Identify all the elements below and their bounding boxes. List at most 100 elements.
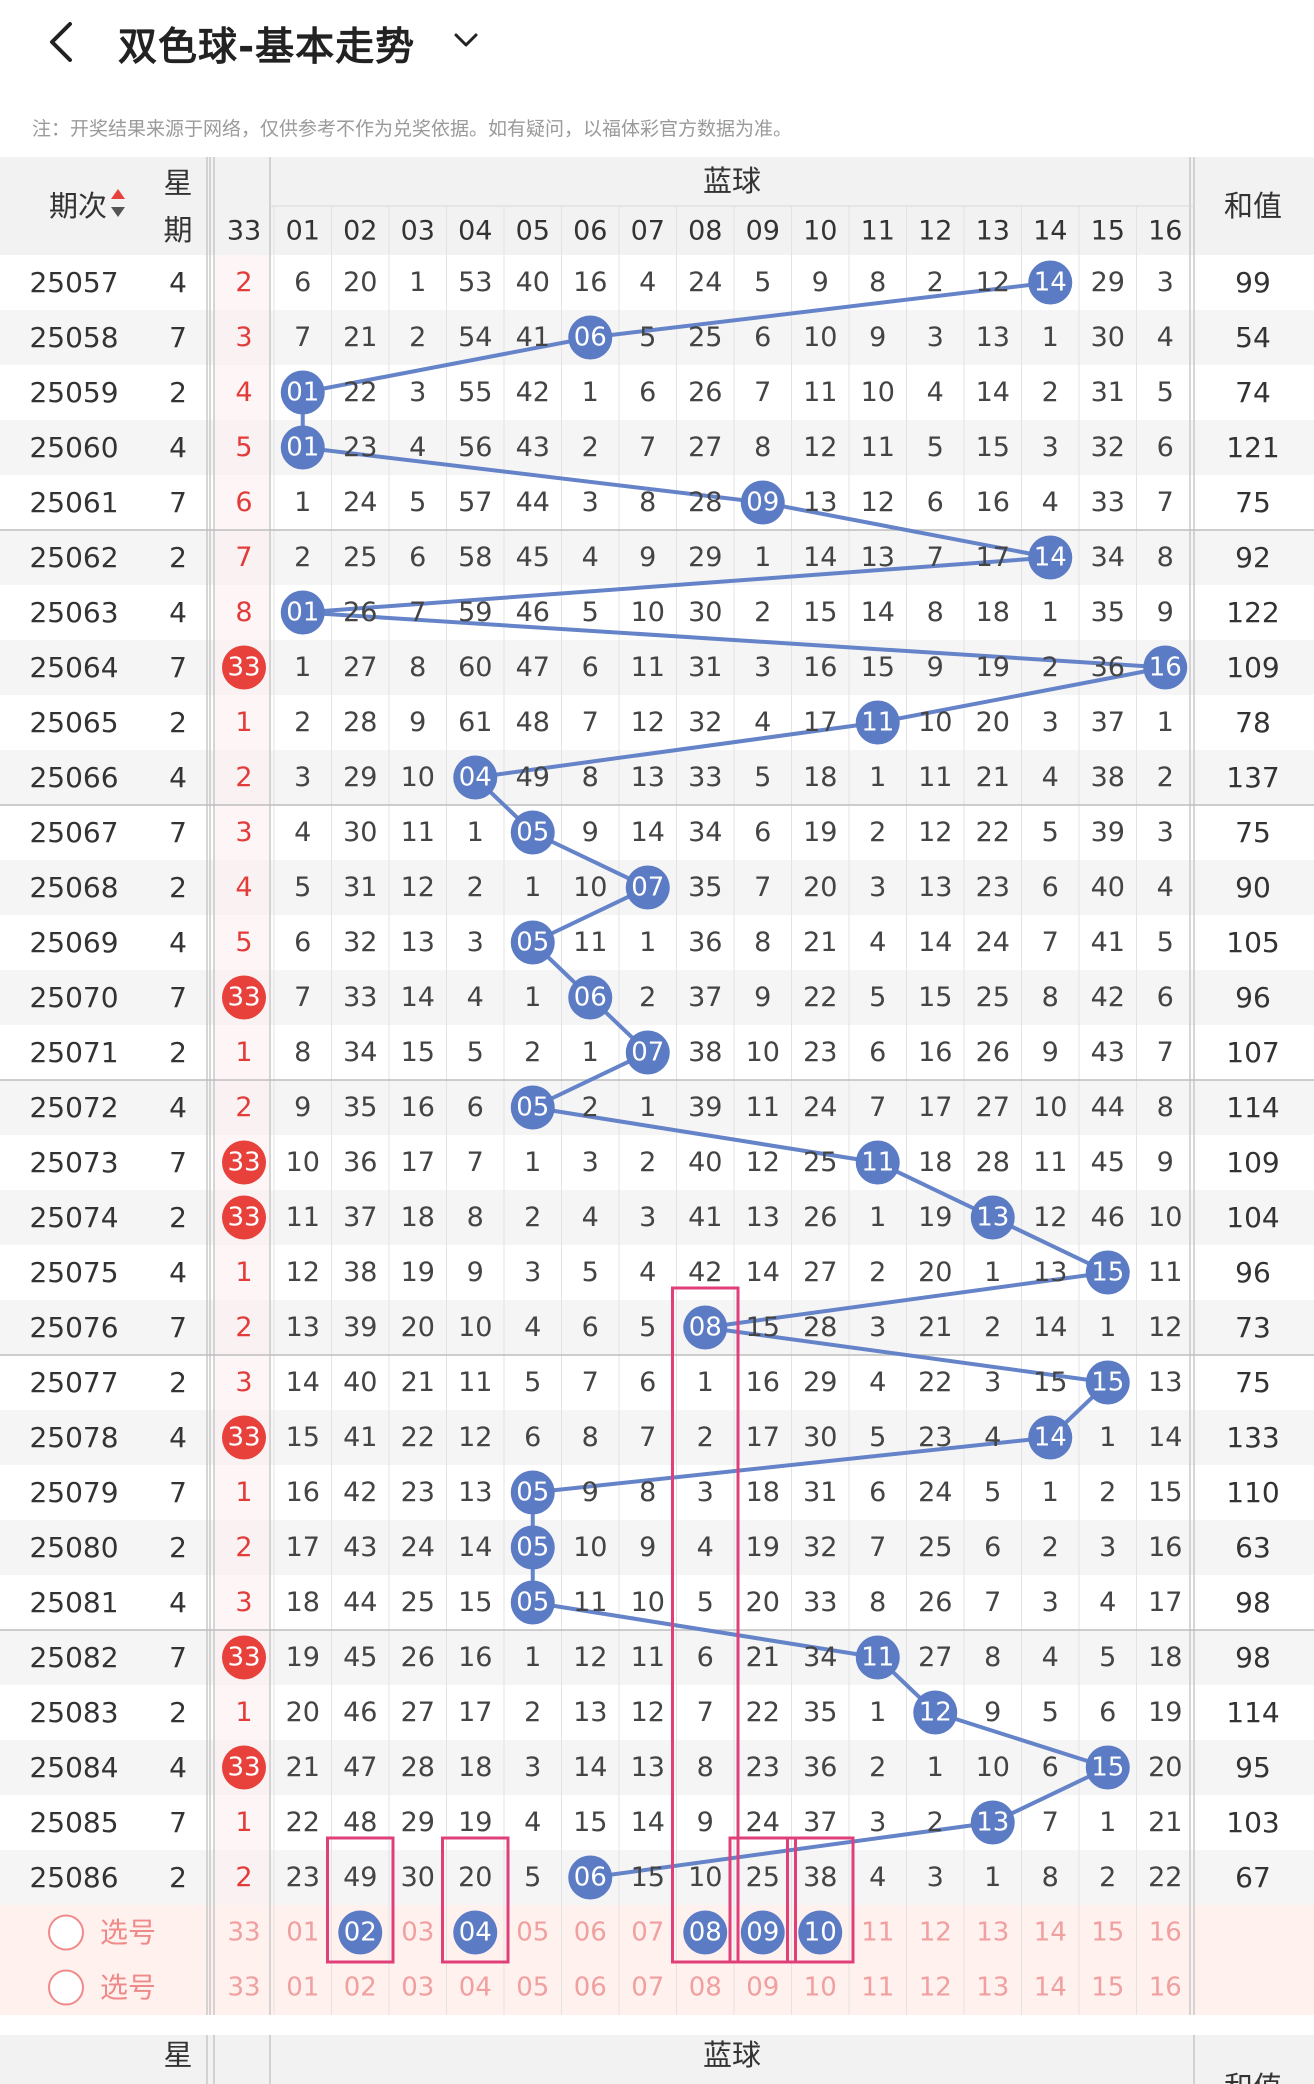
selected-ball[interactable] xyxy=(798,1910,843,1955)
miss-cell: 28 xyxy=(343,707,377,738)
miss-cell: 1 xyxy=(639,927,656,958)
period-cell: 25061 xyxy=(29,486,118,519)
miss-cell: 1 xyxy=(697,1367,714,1398)
select-number[interactable]: 05 xyxy=(516,1973,549,2003)
red-ball xyxy=(222,1415,266,1460)
omit-cell: 33 xyxy=(227,653,260,683)
miss-cell: 3 xyxy=(524,1752,541,1783)
select-number[interactable]: 06 xyxy=(574,1918,607,1948)
miss-cell: 34 xyxy=(688,817,722,848)
select-number[interactable]: 16 xyxy=(1149,1918,1182,1948)
miss-cell: 12 xyxy=(631,1697,665,1728)
miss-cell: 4 xyxy=(582,542,599,573)
miss-cell: 20 xyxy=(746,1587,780,1618)
blue-ball xyxy=(510,810,555,855)
selected-ball[interactable] xyxy=(338,1910,383,1955)
miss-cell: 16 xyxy=(746,1367,780,1398)
selected-ball-number: 10 xyxy=(804,1918,837,1948)
select-number[interactable]: 13 xyxy=(976,1973,1009,2003)
select-number[interactable]: 07 xyxy=(631,1918,664,1948)
miss-cell: 5 xyxy=(1157,377,1174,408)
sort-arrows-icon[interactable] xyxy=(111,189,125,217)
miss-cell: 42 xyxy=(516,377,550,408)
select-number[interactable]: 07 xyxy=(631,1973,664,2003)
header-blue-08: 08 xyxy=(688,216,722,247)
miss-cell: 22 xyxy=(746,1697,780,1728)
select-number[interactable]: 12 xyxy=(919,1973,952,2003)
select-number[interactable]: 10 xyxy=(804,1973,837,2003)
selected-ball[interactable] xyxy=(683,1910,728,1955)
miss-cell: 6 xyxy=(869,1037,886,1068)
sum-cell: 75 xyxy=(1235,816,1271,849)
miss-cell: 3 xyxy=(582,487,599,518)
blue-ball xyxy=(1028,260,1073,305)
selected-ball[interactable] xyxy=(453,1910,498,1955)
sum-cell: 109 xyxy=(1226,651,1279,684)
miss-cell: 25 xyxy=(746,1862,780,1893)
blue-ball-number: 05 xyxy=(516,818,549,848)
miss-cell: 14 xyxy=(573,1752,607,1783)
select-number[interactable]: 15 xyxy=(1091,1918,1124,1948)
miss-cell: 7 xyxy=(927,542,944,573)
miss-cell: 9 xyxy=(754,982,771,1013)
miss-cell: 8 xyxy=(1157,542,1174,573)
select-number[interactable]: 16 xyxy=(1149,1973,1182,2003)
select-number[interactable]: 09 xyxy=(746,1973,779,2003)
miss-cell: 4 xyxy=(754,707,771,738)
miss-cell: 54 xyxy=(458,322,492,353)
sum-cell: 78 xyxy=(1235,706,1271,739)
chevron-down-icon[interactable] xyxy=(450,24,482,56)
select-number[interactable]: 12 xyxy=(919,1918,952,1948)
select-number[interactable]: 14 xyxy=(1034,1973,1067,2003)
select-number[interactable]: 11 xyxy=(861,1918,894,1948)
select-number[interactable]: 13 xyxy=(976,1918,1009,1948)
miss-cell: 13 xyxy=(458,1477,492,1508)
miss-cell: 1 xyxy=(582,377,599,408)
miss-cell: 44 xyxy=(1091,1092,1125,1123)
miss-cell: 11 xyxy=(458,1367,492,1398)
blue-ball xyxy=(510,1085,555,1130)
omit-cell: 33 xyxy=(227,1148,260,1178)
select-number[interactable]: 03 xyxy=(401,1918,434,1948)
blue-ball-number: 01 xyxy=(286,433,319,463)
miss-cell: 1 xyxy=(869,762,886,793)
miss-cell: 45 xyxy=(343,1642,377,1673)
miss-cell: 14 xyxy=(976,377,1010,408)
select-number[interactable]: 06 xyxy=(574,1973,607,2003)
period-cell: 25076 xyxy=(29,1311,118,1344)
miss-cell: 48 xyxy=(343,1807,377,1838)
week-cell: 2 xyxy=(169,1036,187,1069)
miss-cell: 4 xyxy=(409,432,426,463)
miss-cell: 11 xyxy=(286,1202,320,1233)
select-number[interactable]: 02 xyxy=(344,1973,377,2003)
miss-cell: 2 xyxy=(524,1202,541,1233)
header-blue-09: 09 xyxy=(746,216,780,247)
miss-cell: 1 xyxy=(524,1642,541,1673)
miss-cell: 5 xyxy=(984,1477,1001,1508)
select-number[interactable]: 14 xyxy=(1034,1918,1067,1948)
select-number[interactable]: 04 xyxy=(459,1973,492,2003)
miss-cell: 40 xyxy=(516,267,550,298)
select-number[interactable]: 08 xyxy=(689,1973,722,2003)
select-radio[interactable] xyxy=(48,1969,84,2006)
miss-cell: 7 xyxy=(1042,1807,1059,1838)
blue-ball-number: 09 xyxy=(746,488,779,518)
back-arrow-icon[interactable] xyxy=(42,18,82,66)
selected-ball-number: 02 xyxy=(344,1918,377,1948)
select-number[interactable]: 11 xyxy=(861,1973,894,2003)
select-number[interactable]: 01 xyxy=(286,1973,319,2003)
blue-ball-number: 13 xyxy=(976,1808,1009,1838)
miss-cell: 5 xyxy=(294,872,311,903)
omit-cell: 2 xyxy=(235,1092,252,1123)
selected-ball-number: 04 xyxy=(459,1918,492,1948)
select-number[interactable]: 01 xyxy=(286,1918,319,1948)
select-radio[interactable] xyxy=(48,1914,84,1951)
select-number[interactable]: 15 xyxy=(1091,1973,1124,2003)
select-number[interactable]: 03 xyxy=(401,1973,434,2003)
select-number[interactable]: 05 xyxy=(516,1918,549,1948)
miss-cell: 2 xyxy=(697,1422,714,1453)
blue-ball xyxy=(510,1580,555,1625)
selected-ball[interactable] xyxy=(740,1910,785,1955)
miss-cell: 29 xyxy=(343,762,377,793)
page-title: 双色球-基本走势 xyxy=(118,25,416,70)
